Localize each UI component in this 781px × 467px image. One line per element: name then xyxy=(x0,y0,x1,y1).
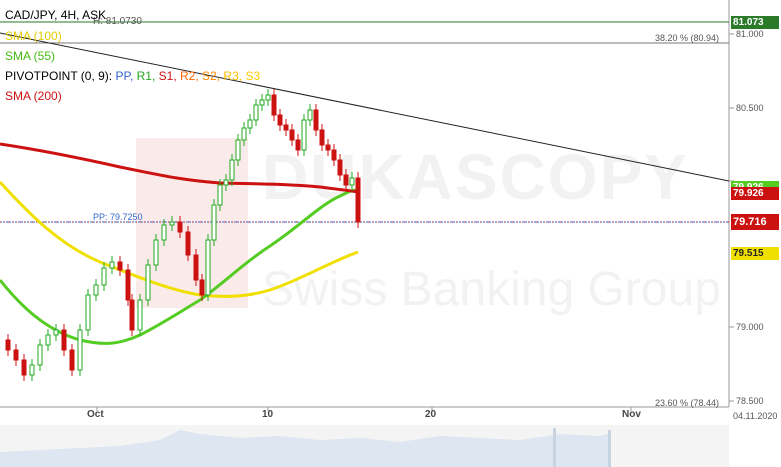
candle-body xyxy=(185,231,191,256)
candle-body xyxy=(5,339,11,351)
candle-body xyxy=(295,139,301,151)
sma100-line xyxy=(0,180,359,298)
candle-body xyxy=(253,104,259,121)
trend-line xyxy=(0,32,730,182)
candle-body xyxy=(271,94,277,116)
sma200-line xyxy=(0,142,359,194)
y-label-79000: 79.000 xyxy=(736,322,764,332)
candle-body xyxy=(277,114,283,126)
candle-body xyxy=(229,159,235,181)
candle-body xyxy=(117,261,123,271)
candle-body xyxy=(37,344,43,366)
candle-body xyxy=(169,221,175,226)
pivot-s1: S1, xyxy=(158,69,177,83)
candle-body xyxy=(217,184,223,206)
high-price-tag: 81.073 xyxy=(731,16,779,29)
candle-body xyxy=(145,264,151,301)
legend-sma55[interactable]: SMA (55) xyxy=(5,49,56,63)
candle-body xyxy=(129,299,135,331)
pivot-s3: S3 xyxy=(245,69,261,83)
y-label-78500: 78.500 xyxy=(736,396,764,406)
sma55-line xyxy=(0,188,359,345)
candle-body xyxy=(199,279,205,296)
watermark-subtitle: Swiss Banking Group xyxy=(262,263,721,316)
candle-body xyxy=(153,239,159,266)
candle-body xyxy=(223,179,229,186)
candle-body xyxy=(247,119,253,129)
fib-3820-label: 38.20 % (80.94) xyxy=(655,33,720,43)
candle-body xyxy=(325,144,331,151)
pivot-prefix: PIVOTPOINT (0, 9): xyxy=(5,69,113,83)
candle-body xyxy=(241,127,247,141)
x-end-date: 04.11.2020 xyxy=(733,411,778,421)
candle-body xyxy=(337,159,343,176)
pp-label: PP: 79.7250 xyxy=(93,212,143,222)
candle-body xyxy=(85,294,91,331)
candle-body xyxy=(137,299,143,331)
legend-pivotpoint[interactable]: PIVOTPOINT (0, 9): PP, R1, S1, R2, S2, R… xyxy=(5,69,260,83)
high-label: H: 81.0730 xyxy=(93,16,142,27)
candle-body xyxy=(101,267,107,286)
candle-body xyxy=(211,204,217,241)
x-label-20: 20 xyxy=(425,409,437,420)
candle-body xyxy=(301,119,307,151)
candle-body xyxy=(307,109,313,121)
candle-body xyxy=(193,254,199,281)
candle-body xyxy=(205,239,211,296)
candle-body xyxy=(161,224,167,241)
candle-body xyxy=(53,329,59,336)
candle-body xyxy=(289,129,295,141)
candle-body xyxy=(319,129,325,146)
candle-body xyxy=(45,334,51,346)
sma100-price-tag: 79.515 xyxy=(731,247,779,260)
candle-body xyxy=(283,124,289,131)
current-price-tag: 79.716 xyxy=(731,214,779,230)
candle-body xyxy=(177,221,183,233)
candle-body xyxy=(109,261,115,269)
symbol-title: CAD/JPY, 4H, ASK xyxy=(5,8,107,22)
candle-body xyxy=(77,329,83,371)
x-label-10: 10 xyxy=(262,409,274,420)
candle-body xyxy=(259,99,265,106)
candle-body xyxy=(349,177,355,186)
candle-body xyxy=(125,269,131,301)
candle-body xyxy=(93,284,99,296)
pivot-r3: R3, xyxy=(223,69,243,83)
watermark-logo-block xyxy=(136,138,248,308)
candle-body xyxy=(265,94,271,101)
fib-2360-label: 23.60 % (78.44) xyxy=(655,398,720,408)
candle-body xyxy=(355,177,361,223)
x-label-oct: Oct xyxy=(87,409,104,420)
candles-series xyxy=(5,89,361,381)
candle-body xyxy=(343,174,349,186)
candle-body xyxy=(331,149,337,161)
x-label-nov: Nov xyxy=(622,409,641,420)
pivot-r1: R1, xyxy=(136,69,156,83)
candle-body xyxy=(21,359,27,376)
candle-body xyxy=(235,139,241,161)
pivot-pp: PP, xyxy=(115,69,134,83)
pivot-r2: R2, xyxy=(180,69,199,83)
legend-sma200[interactable]: SMA (200) xyxy=(5,89,62,103)
y-label-80500: 80.500 xyxy=(736,103,764,113)
candle-body xyxy=(29,364,35,376)
candle-body xyxy=(61,329,67,351)
pivot-s2: S2, xyxy=(202,69,221,83)
sma200-price-tag: 79.926 xyxy=(731,187,779,200)
candle-body xyxy=(69,349,75,371)
navigator-volume xyxy=(0,430,608,467)
legend-sma100[interactable]: SMA (100) xyxy=(5,29,62,43)
y-label-81000: 81.000 xyxy=(736,29,764,39)
candle-body xyxy=(313,109,319,131)
candle-body xyxy=(13,349,19,361)
